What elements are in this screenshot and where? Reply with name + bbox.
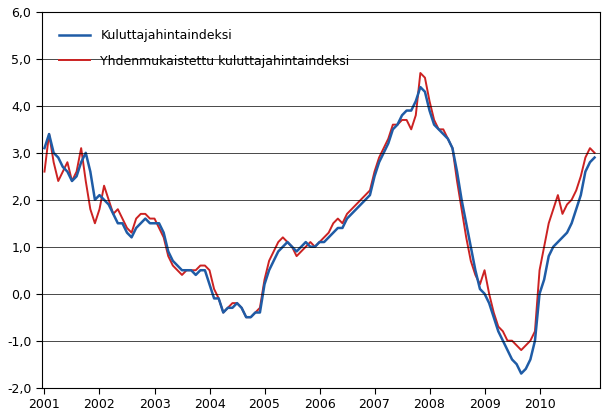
- Yhdenmukaistettu kuluttajahintaindeksi: [417, 71, 424, 76]
- Line: Kuluttajahintaindeksi: Kuluttajahintaindeksi: [44, 87, 594, 374]
- Yhdenmukaistettu kuluttajahintaindeksi: [518, 347, 525, 352]
- Yhdenmukaistettu kuluttajahintaindeksi: [169, 263, 177, 268]
- Yhdenmukaistettu kuluttajahintaindeksi: [96, 206, 103, 212]
- Line: Yhdenmukaistettu kuluttajahintaindeksi: Yhdenmukaistettu kuluttajahintaindeksi: [44, 73, 594, 350]
- Kuluttajahintaindeksi: [96, 193, 103, 198]
- Yhdenmukaistettu kuluttajahintaindeksi: [412, 113, 419, 118]
- Yhdenmukaistettu kuluttajahintaindeksi: [274, 240, 282, 245]
- Kuluttajahintaindeksi: [169, 258, 177, 263]
- Yhdenmukaistettu kuluttajahintaindeksi: [563, 202, 571, 207]
- Kuluttajahintaindeksi: [563, 230, 571, 235]
- Kuluttajahintaindeksi: [41, 145, 48, 150]
- Kuluttajahintaindeksi: [274, 249, 282, 254]
- Yhdenmukaistettu kuluttajahintaindeksi: [385, 136, 392, 141]
- Legend: Kuluttajahintaindeksi, Yhdenmukaistettu kuluttajahintaindeksi: Kuluttajahintaindeksi, Yhdenmukaistettu …: [59, 29, 350, 68]
- Kuluttajahintaindeksi: [591, 155, 598, 160]
- Kuluttajahintaindeksi: [518, 371, 525, 376]
- Yhdenmukaistettu kuluttajahintaindeksi: [41, 169, 48, 174]
- Kuluttajahintaindeksi: [385, 141, 392, 146]
- Kuluttajahintaindeksi: [412, 99, 419, 104]
- Yhdenmukaistettu kuluttajahintaindeksi: [591, 150, 598, 155]
- Kuluttajahintaindeksi: [417, 84, 424, 89]
